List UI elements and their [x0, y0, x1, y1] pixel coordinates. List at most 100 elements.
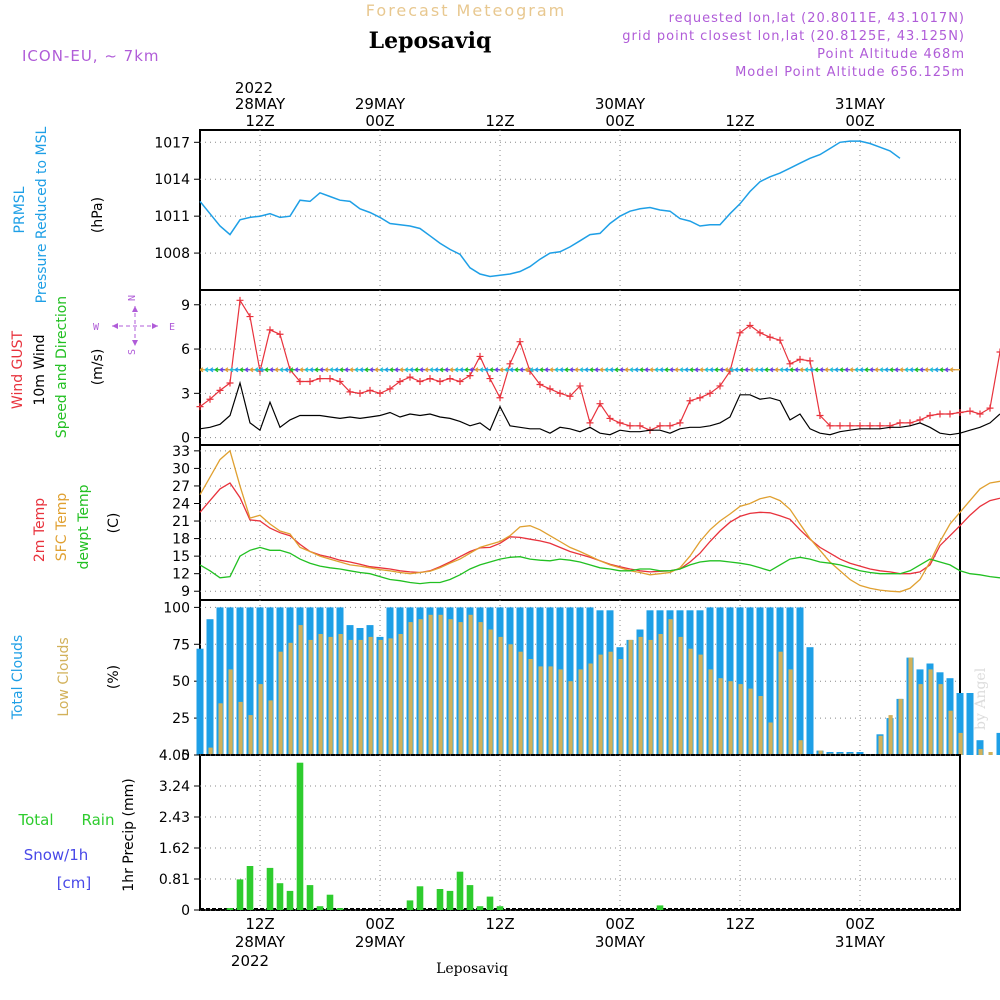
gridpoint-coords: grid point closest lon,lat (20.8125E, 43… [622, 29, 965, 44]
low-clouds-bar [658, 634, 663, 755]
wind-gust-marker [276, 330, 284, 338]
y-tick-label: 9 [181, 584, 190, 600]
low-clouds-bar [358, 639, 363, 755]
wind-gust-marker [636, 422, 644, 430]
low-clouds-bar [688, 648, 693, 755]
low-clouds-bar [948, 710, 953, 755]
wind-gust-marker [576, 382, 584, 390]
total-clouds-bar [236, 607, 244, 755]
low-clouds-bar [898, 698, 903, 755]
wind-gust-marker [566, 392, 574, 400]
wind-gust-marker [716, 382, 724, 390]
total-clouds-bar [206, 619, 214, 755]
rain-bar [456, 871, 464, 910]
wind-gust-marker [586, 419, 594, 427]
wind-gust-marker [236, 296, 244, 304]
wind-gust-marker [756, 329, 764, 337]
wind-gust-marker [346, 388, 354, 396]
wind-gust-marker [386, 385, 394, 393]
wind-gust-marker [246, 313, 254, 321]
wind-gust-marker [796, 355, 804, 363]
rain-bar [246, 866, 254, 910]
y-tick-label: 3 [181, 386, 190, 402]
wind-10m-line [199, 380, 1000, 436]
wind-gust-marker [896, 419, 904, 427]
panel-frame [199, 129, 961, 291]
low-clouds-bar [578, 669, 583, 755]
panel-frame [199, 754, 961, 911]
total-clouds-bar [766, 607, 774, 755]
low-clouds-bar [738, 684, 743, 755]
low-clouds-bar [368, 636, 373, 755]
low-clouds-bar [908, 657, 913, 755]
wind-gust-marker [616, 419, 624, 427]
y-tick-label: 1008 [154, 246, 190, 262]
compass-east: E [169, 322, 175, 333]
wind-gust-marker [766, 333, 774, 341]
rain-bar [326, 894, 334, 910]
rain-bar [406, 900, 414, 910]
pressure-labels: PRMSL Pressure Reduced to MSL (hPa) [12, 126, 106, 303]
low-clouds-bar [568, 681, 573, 755]
wind-gust-marker [866, 422, 874, 430]
low-clouds-bar [488, 629, 493, 755]
y-tick-label: 3.24 [159, 779, 190, 795]
total-clouds-bar [216, 607, 224, 755]
wind-gust-marker [676, 419, 684, 427]
precip-labels: Total Rain Snow/1h [cm] 1hr Precip (mm) [17, 778, 137, 892]
rain-bar [466, 885, 474, 910]
wind-gust-marker [836, 422, 844, 430]
wind-panel: 0 3 6 9 [181, 289, 1000, 447]
year-bottom: 2022 [231, 952, 269, 970]
top-hour-label: 00Z [365, 112, 394, 130]
wind-gust-marker [416, 378, 424, 386]
celsius-unit-label: (C) [106, 513, 122, 534]
low-clouds-bar [218, 703, 223, 755]
y-tick-label: 0 [181, 431, 190, 447]
low-clouds-bar [528, 659, 533, 755]
low-clouds-bar [398, 634, 403, 755]
total-label: Total [17, 811, 53, 829]
y-tick-label: 24 [172, 496, 190, 512]
y-tick-label: 12 [172, 567, 190, 583]
wind-gust-marker [436, 378, 444, 386]
low-clouds-bar [788, 669, 793, 755]
rain-label: Rain [82, 811, 115, 829]
low-clouds-bar [238, 701, 243, 755]
bottom-hour-label: 12Z [725, 915, 754, 933]
low-clouds-bar [618, 659, 623, 755]
low-clouds-bar [708, 669, 713, 755]
low-clouds-bar [918, 684, 923, 755]
y-tick-label: 27 [172, 479, 190, 495]
compass-north: N [127, 295, 138, 301]
wind-gust-marker [226, 379, 234, 387]
y-tick-label: 75 [172, 637, 190, 653]
rain-bar [296, 762, 304, 910]
wind-gust-marker [546, 385, 554, 393]
rain-bar [226, 908, 234, 910]
low-clouds-bar [328, 636, 333, 755]
wind-gust-marker [736, 329, 744, 337]
total-clouds-bar [756, 607, 764, 755]
low-clouds-bar [318, 634, 323, 755]
low-clouds-bar [408, 622, 413, 755]
wind-gust-marker [976, 410, 984, 418]
rain-bar [476, 906, 484, 910]
low-clouds-bar [438, 614, 443, 755]
low-clouds-bar [278, 651, 283, 755]
low-clouds-bar [348, 639, 353, 755]
wind-gust-marker [506, 360, 514, 368]
wind-gust-marker [206, 395, 214, 403]
low-clouds-bar [718, 678, 723, 755]
wind-gust-marker [886, 422, 894, 430]
low-clouds-bar [428, 614, 433, 755]
ms-unit-label: (m/s) [90, 349, 106, 386]
low-clouds-bar [288, 642, 293, 755]
wind-gust-marker [516, 338, 524, 346]
wind-gust-marker [936, 410, 944, 418]
wind-gust-marker [496, 394, 504, 402]
compass-west: W [93, 322, 100, 333]
low-clouds-bar [518, 651, 523, 755]
